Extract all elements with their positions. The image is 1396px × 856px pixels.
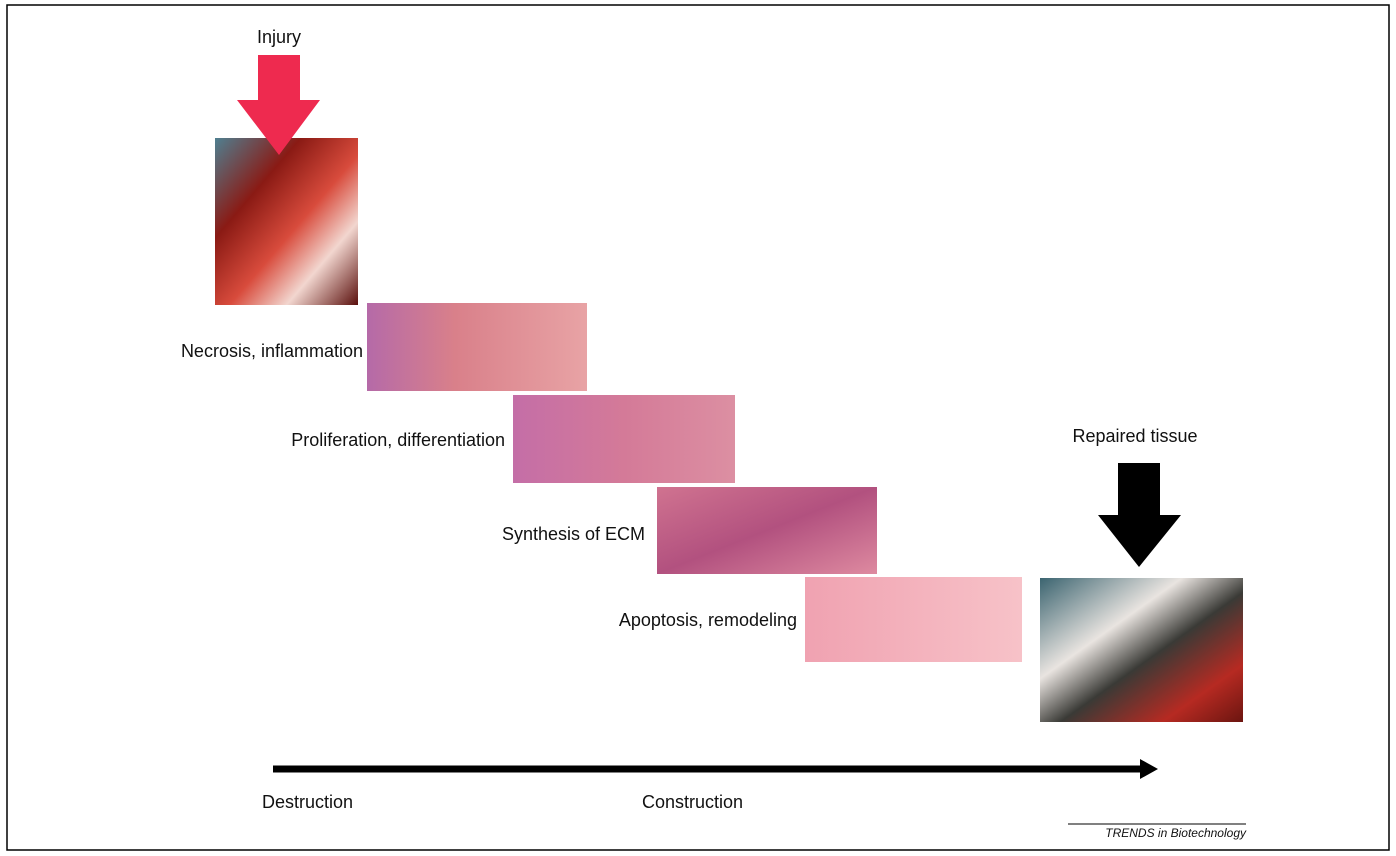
timeline-arrowhead	[1140, 759, 1158, 779]
timeline-middle: Construction	[642, 792, 743, 812]
credit: TRENDS in Biotechnology	[1105, 826, 1247, 840]
stage-label: Apoptosis, remodeling	[619, 610, 797, 630]
injury-photo	[215, 138, 358, 305]
histology-image	[513, 395, 735, 483]
injury-arrow	[237, 55, 320, 155]
repaired-photo	[1040, 578, 1243, 722]
repaired-label: Repaired tissue	[1072, 426, 1197, 446]
injury-label: Injury	[257, 27, 301, 47]
stage-label: Synthesis of ECM	[502, 524, 645, 544]
repaired-arrow	[1098, 463, 1181, 567]
histology-image	[805, 577, 1022, 662]
stage-label: Proliferation, differentiation	[291, 430, 505, 450]
histology-image	[657, 487, 877, 574]
stage-label: Necrosis, inflammation	[181, 341, 363, 361]
timeline-start: Destruction	[262, 792, 353, 812]
frame	[6, 4, 1390, 851]
histology-image	[367, 303, 587, 391]
